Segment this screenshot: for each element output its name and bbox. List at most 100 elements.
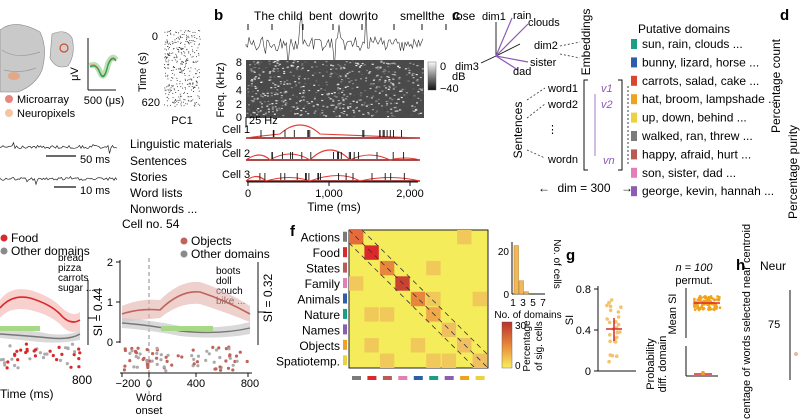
raster-dot [190,54,191,56]
object-word-doll: doll [216,276,232,287]
raster-dot [165,93,167,95]
raster-dot [166,75,168,77]
si-dot [615,330,620,334]
trial-dot [155,346,159,350]
raster-dot [168,63,170,65]
domain-item: up, down, behind ... [642,111,747,125]
raster-dot [195,102,197,103]
raster-dot [171,41,173,42]
word-to: to [368,9,378,23]
sentences-label: Sentences [511,102,525,159]
trial-dot [166,353,170,357]
raster-dot [198,90,200,92]
raster-dot [176,60,178,62]
xtick-800: 800 [241,378,259,390]
raster-dot [189,70,191,72]
trial-dot [51,353,55,358]
raster-dot [165,89,167,91]
perm-dot [715,307,718,310]
trial-dot [8,344,12,348]
raster-dot [165,58,167,59]
cell-1-rate [245,124,421,139]
raster-dot [196,84,198,86]
word-2: word2 [547,99,578,111]
trial-dot [128,351,132,355]
cell-number: Cell no. 54 [122,217,180,231]
raster-dot [199,30,201,32]
panel-label-h: h [736,257,745,274]
raster-dot [164,104,165,106]
domain-swatch [631,131,637,141]
raster-dot [174,105,176,107]
raster-dot [170,33,172,35]
raster-dot [164,57,166,59]
raster-dot [179,58,181,60]
row-swatch [343,355,347,366]
trial-dot [78,351,82,355]
si-dot [609,298,614,302]
spike-raster-pc1 [164,30,201,107]
raster-dot [180,63,182,65]
raster-dot [166,86,168,88]
raster-dot [172,48,174,50]
raster-dot [181,61,183,63]
raster-dot [170,30,171,32]
perm-dot [717,296,721,300]
significance-bar-1 [0,326,40,331]
perm-dot [693,304,696,307]
freq-tick-8: 8 [236,57,242,69]
raster-dot [191,56,193,58]
cbar-label-2: of sig. cells [534,321,545,370]
uv-label: μV [69,67,81,81]
trial-dot [155,351,159,355]
trial-dot [28,357,32,361]
freq-tick-0: 0 [236,112,242,124]
perm-dot [699,306,702,310]
trial-dot [45,352,49,356]
raster-dot [185,65,186,67]
trial-dot [16,358,20,362]
raster-dot [166,42,168,44]
raster-dot [171,70,173,71]
raster-dot [181,34,183,35]
material-nonwords: Nonwords ... [130,202,197,216]
xtick-minus200: −200 [116,378,141,390]
raster-dot [181,70,183,72]
neuropixels-marker [5,109,13,117]
matrix-cell [426,291,441,307]
raster-dot [175,99,176,100]
raster-dot [180,68,181,70]
raster-dot [177,41,179,43]
raster-dot [192,61,194,63]
row-label: Family [305,277,340,291]
raster-dot [194,68,196,70]
domain-item: happy, afraid, hurt ... [642,147,751,161]
raster-dot [185,103,187,105]
raster-dot [176,80,178,81]
raster-dot [178,49,179,50]
raster-dot [168,98,170,100]
raster-dot [190,78,192,80]
raster-dot [184,46,186,48]
raster-dot [176,100,178,102]
raster-dot [168,90,170,92]
cbar-tick-30: 30 [515,321,527,332]
raster-dot [186,37,188,39]
raster-dot [177,36,179,38]
trial-dot [228,353,232,357]
panel-label-f: f [290,223,296,240]
raster-dot [165,56,167,58]
trial-dot [227,347,231,351]
raster-dot [165,61,167,63]
db-tick-minus40: −40 [440,83,459,95]
trial-dot [33,354,38,358]
raster-dot [168,31,170,33]
raster-dot [175,42,177,43]
perm-dot [709,296,713,299]
raster-dot [199,104,201,106]
raster-dot [165,59,167,61]
food-mean-trace [0,296,81,323]
column-swatch [398,376,408,380]
raster-dot [195,61,197,63]
